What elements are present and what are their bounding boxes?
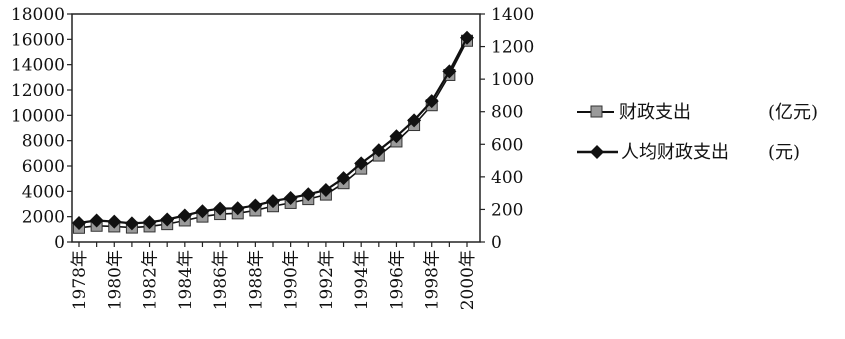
x-tick-label: 1982年: [141, 250, 161, 310]
left-tick-label: 6000: [22, 157, 65, 177]
data-point-per-capita-expenditure: [160, 212, 175, 227]
x-tick-label: 1990年: [282, 250, 302, 310]
data-point-per-capita-expenditure: [354, 156, 369, 171]
x-tick-label: 1980年: [105, 250, 125, 310]
x-tick-label: 1994年: [352, 250, 372, 310]
legend-label-fiscal-expenditure: 财政支出: [619, 102, 691, 123]
data-point-per-capita-expenditure: [442, 64, 457, 79]
left-tick-label: 14000: [11, 56, 65, 76]
x-tick-label: 1998年: [423, 250, 443, 310]
data-point-per-capita-expenditure: [424, 94, 439, 109]
left-tick-label: 18000: [11, 5, 65, 25]
right-tick-label: 600: [491, 135, 523, 155]
data-point-per-capita-expenditure: [124, 216, 139, 231]
x-tick-label: 1978年: [70, 250, 90, 310]
data-point-per-capita-expenditure: [371, 143, 386, 158]
data-point-per-capita-expenditure: [407, 113, 422, 128]
legend-square-marker-icon: [590, 105, 603, 118]
legend-item-fiscal-expenditure: 财政支出 (亿元): [577, 102, 818, 123]
left-tick-label: 0: [54, 233, 65, 253]
right-tick-label: 800: [491, 103, 523, 123]
data-point-per-capita-expenditure: [301, 187, 316, 202]
data-point-per-capita-expenditure: [142, 215, 157, 230]
data-point-per-capita-expenditure: [248, 198, 263, 213]
data-point-per-capita-expenditure: [89, 213, 104, 228]
left-tick-label: 16000: [11, 30, 65, 50]
x-axis: 1978年 1980年 1982年 1984年 1986年 1988年 1990年 1992年…: [70, 242, 478, 310]
left-tick-label: 10000: [11, 106, 65, 126]
data-point-per-capita-expenditure: [283, 191, 298, 206]
right-tick-label: 1000: [491, 70, 534, 90]
legend-label-per-capita-expenditure: 人均财政支出: [621, 142, 729, 163]
data-point-per-capita-expenditure: [177, 208, 192, 223]
legend-unit-fiscal-expenditure: (亿元): [768, 102, 818, 123]
x-tick-label: 1986年: [211, 250, 231, 310]
x-tick-label: 2000年: [458, 250, 478, 310]
data-point-per-capita-expenditure: [266, 194, 280, 209]
series-layer: [72, 30, 474, 234]
right-tick-label: 1400: [491, 5, 534, 25]
data-point-per-capita-expenditure: [389, 129, 404, 144]
left-tick-label: 2000: [22, 208, 65, 228]
data-point-per-capita-expenditure: [318, 183, 333, 198]
data-point-per-capita-expenditure: [460, 30, 474, 45]
right-tick-label: 0: [491, 233, 502, 253]
plot-area: [71, 13, 481, 243]
plot-frame: [71, 13, 481, 243]
data-point-per-capita-expenditure: [72, 215, 86, 230]
left-tick-label: 12000: [11, 81, 65, 101]
data-point-per-capita-expenditure: [195, 204, 210, 219]
right-tick-label: 400: [491, 168, 523, 188]
right-y-axis: 0 200 400 600 800 1000 1200 1400: [480, 5, 534, 253]
left-y-axis: 0 2000 4000 6000 8000 10000 12000 14000 16000 180…: [11, 5, 72, 253]
x-tick-label: 1988年: [246, 250, 266, 310]
x-tick-label: 1992年: [317, 250, 337, 310]
data-point-per-capita-expenditure: [336, 171, 351, 186]
left-tick-label: 8000: [22, 132, 65, 152]
legend-unit-per-capita-expenditure: (元): [768, 142, 800, 163]
right-tick-label: 1200: [491, 38, 534, 58]
x-tick-label: 1984年: [176, 250, 196, 310]
data-point-per-capita-expenditure: [107, 214, 122, 229]
legend: 财政支出 (亿元) 人均财政支出 (元): [577, 102, 818, 163]
x-tick-label: 1996年: [387, 250, 407, 310]
legend-item-per-capita-expenditure: 人均财政支出 (元): [577, 142, 800, 163]
data-point-per-capita-expenditure: [230, 201, 245, 216]
data-point-per-capita-expenditure: [213, 201, 228, 216]
left-tick-label: 4000: [22, 182, 65, 202]
right-tick-label: 200: [491, 200, 523, 220]
legend-diamond-marker-icon: [590, 145, 604, 159]
